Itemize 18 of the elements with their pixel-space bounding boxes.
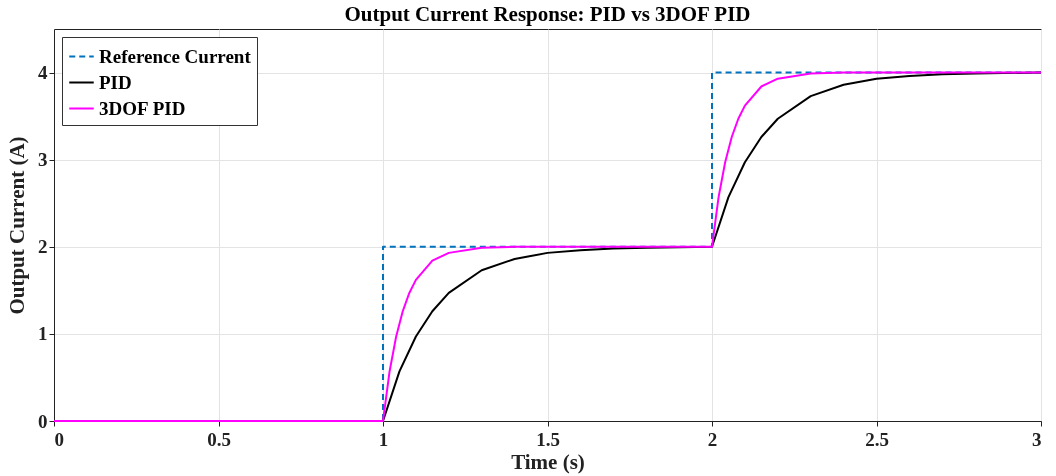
y-axis-title: Output Current (A)	[5, 136, 29, 315]
x-tick-label: 2.5	[865, 428, 889, 450]
x-tick-label: 3	[1032, 428, 1042, 450]
x-tick-label: 1.5	[536, 428, 560, 450]
x-axis-title: Time (s)	[511, 449, 585, 474]
legend-label: Reference Current	[99, 45, 252, 67]
x-tick-label: 1	[378, 428, 389, 450]
chart-title: Output Current Response: PID vs 3DOF PID	[344, 2, 751, 26]
legend-label: 3DOF PID	[99, 97, 186, 119]
legend-label: PID	[99, 71, 132, 93]
y-tick-label: 4	[38, 62, 48, 84]
x-tick-label: 0.5	[207, 428, 231, 450]
x-tick-label: 2	[707, 428, 718, 450]
x-tick-label: 0	[54, 428, 64, 450]
y-tick-label: 1	[38, 323, 48, 345]
y-tick-label: 2	[38, 236, 48, 258]
y-tick-label: 0	[38, 410, 48, 432]
y-tick-label: 3	[38, 149, 48, 171]
